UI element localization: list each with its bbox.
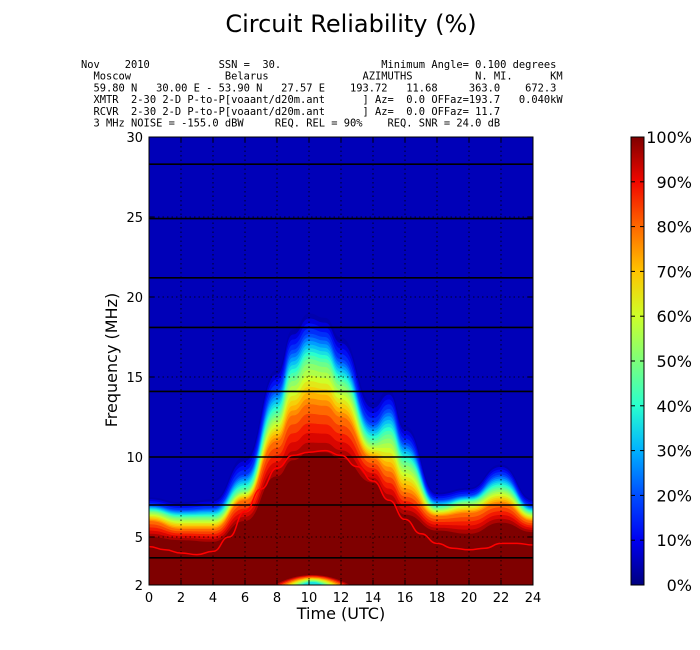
colorbar: 0% 10% 20% 30% 40% 50% 60% 70% 80% 90% 100% bbox=[630, 128, 692, 595]
x-tick-label: 4 bbox=[209, 591, 217, 606]
colorbar-tick-label: 60% bbox=[656, 307, 692, 326]
colorbar-tick-label: 10% bbox=[656, 531, 692, 550]
y-tick-label: 5 bbox=[135, 531, 143, 546]
y-tick-label: 30 bbox=[126, 131, 143, 146]
header-line: 59.80 N 30.00 E - 53.90 N 27.57 E 193.72… bbox=[81, 82, 556, 94]
y-tick-label: 15 bbox=[126, 371, 143, 386]
header-block: Nov 2010 SSN = 30. Minimum Angle= 0.100 … bbox=[81, 59, 563, 130]
x-tick-label: 8 bbox=[273, 591, 281, 606]
colorbar-tick-label: 0% bbox=[667, 576, 692, 595]
colorbar-tick-label: 80% bbox=[656, 218, 692, 237]
colorbar-tick-label: 90% bbox=[656, 173, 692, 192]
colorbar-tick-label: 70% bbox=[656, 262, 692, 281]
colorbar-tick-label: 50% bbox=[656, 352, 692, 371]
header-line: RCVR 2-30 2-D P-to-P[voaant/d20m.ant ] A… bbox=[81, 106, 500, 118]
x-tick-label: 24 bbox=[525, 591, 542, 606]
x-tick-label: 12 bbox=[333, 591, 350, 606]
x-tick-label: 6 bbox=[241, 591, 249, 606]
y-tick-label: 2 bbox=[135, 579, 143, 594]
header-line: XMTR 2-30 2-D P-to-P[voaant/d20m.ant ] A… bbox=[81, 94, 563, 106]
colorbar-tick-label: 100% bbox=[646, 128, 692, 147]
chart-title: Circuit Reliability (%) bbox=[225, 10, 476, 38]
colorbar-tick-label: 30% bbox=[656, 442, 692, 461]
y-tick-label: 25 bbox=[126, 211, 143, 226]
low-band-dip bbox=[301, 582, 323, 585]
x-tick-label: 16 bbox=[397, 591, 414, 606]
header-line: 3 MHz NOISE = -155.0 dBW REQ. REL = 90% … bbox=[81, 118, 500, 130]
plot-area bbox=[149, 137, 533, 585]
colorbar-tick-label: 40% bbox=[656, 397, 692, 416]
x-tick-label: 20 bbox=[461, 591, 478, 606]
header-line: Moscow Belarus AZIMUTHS N. MI. KM bbox=[81, 71, 563, 83]
x-tick-label: 10 bbox=[301, 591, 318, 606]
y-axis-label: Frequency (MHz) bbox=[102, 293, 121, 427]
x-tick-label: 22 bbox=[493, 591, 510, 606]
x-tick-label: 2 bbox=[177, 591, 185, 606]
x-tick-label: 14 bbox=[365, 591, 382, 606]
muf-line bbox=[149, 449, 533, 556]
x-tick-label: 0 bbox=[145, 591, 153, 606]
x-axis-label: Time (UTC) bbox=[296, 604, 385, 623]
colorbar-tick-label: 20% bbox=[656, 486, 692, 505]
x-tick-label: 18 bbox=[429, 591, 446, 606]
header-line: Nov 2010 SSN = 30. Minimum Angle= 0.100 … bbox=[81, 59, 556, 71]
y-tick-label: 20 bbox=[126, 291, 143, 306]
y-tick-label: 10 bbox=[126, 451, 143, 466]
